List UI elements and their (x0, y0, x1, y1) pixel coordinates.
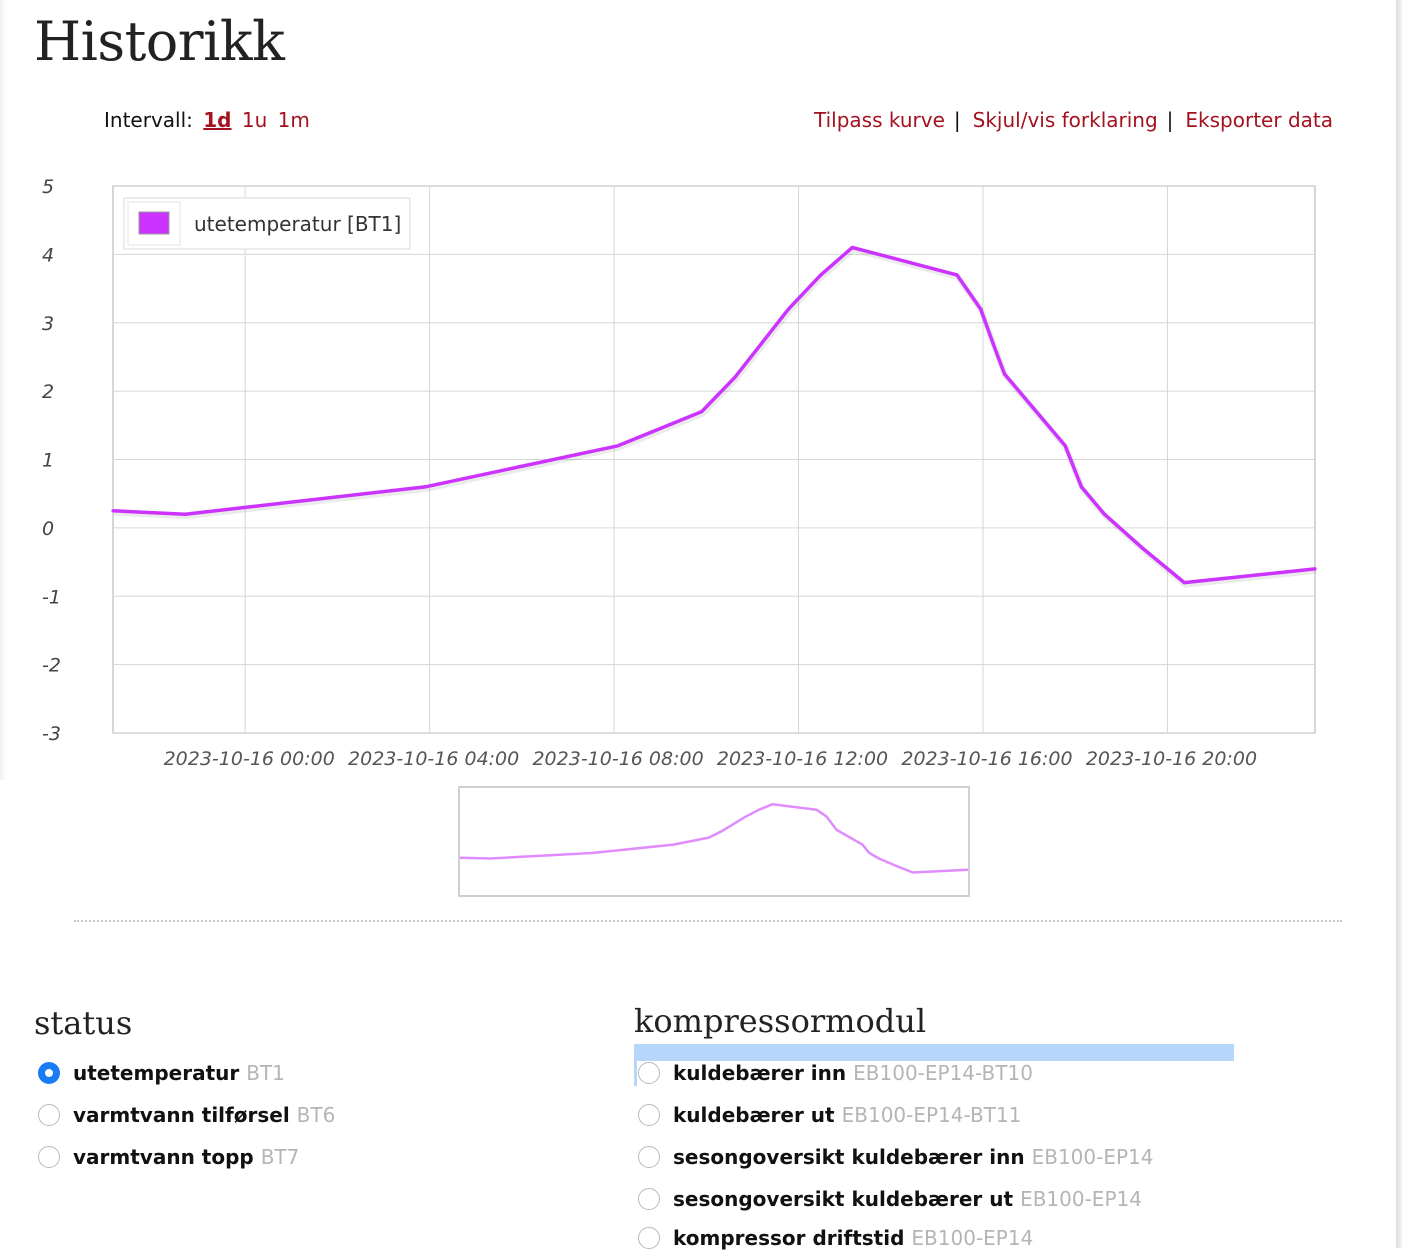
x-tick-label: 2023-10-16 16:00 (901, 748, 1072, 770)
data-point (1141, 546, 1145, 551)
navigator-series-line (459, 802, 969, 874)
kompressormodul-section-title: kompressormodul (634, 1002, 927, 1040)
data-point (1182, 581, 1186, 585)
x-tick-label: 2023-10-16 00:00 (164, 748, 335, 770)
option-label: utetemperatur (73, 1061, 240, 1085)
radio-button[interactable] (38, 1104, 60, 1126)
data-point (850, 245, 854, 250)
chart-grid (112, 185, 1316, 734)
option-code: EB100-EP14 (911, 1226, 1034, 1250)
data-point (1002, 372, 1007, 376)
navigator-frame (458, 786, 970, 897)
interval-label: Intervall: (104, 108, 193, 132)
data-point (111, 509, 115, 513)
y-tick-label: -3 (42, 723, 61, 745)
series-layer (111, 245, 1317, 588)
radio-button[interactable] (638, 1227, 660, 1249)
y-tick-label: 4 (42, 244, 54, 266)
y-tick-label: 1 (42, 450, 54, 472)
window-left-edge (0, 0, 6, 780)
option-code: BT7 (260, 1145, 300, 1169)
kompressor-option-season-in[interactable]: sesongoversikt kuldebærer inn EB100-EP14 (638, 1145, 1154, 1169)
chart-navigator[interactable] (458, 786, 970, 897)
radio-button[interactable] (638, 1146, 660, 1168)
option-code: EB100-EP14-BT10 (853, 1061, 1033, 1085)
radio-button[interactable] (638, 1104, 660, 1126)
separator: | (1166, 108, 1174, 132)
data-point (616, 444, 620, 448)
kompressor-option-bt10[interactable]: kuldebærer inn EB100-EP14-BT10 (638, 1061, 1033, 1085)
data-point (786, 307, 791, 311)
page-title: Historikk (34, 10, 285, 73)
text-selection-caret (634, 1060, 637, 1086)
data-point (700, 410, 704, 414)
option-code: EB100-EP14 (1031, 1145, 1154, 1169)
option-label: kuldebærer inn (673, 1061, 847, 1085)
chart-actions: Tilpass kurve | Skjul/vis forklaring | Ekspo… (814, 108, 1333, 132)
toggle-legend-link[interactable]: Skjul/vis forklaring (972, 108, 1158, 132)
status-option-bt1[interactable]: utetemperatur BT1 (38, 1061, 285, 1085)
y-axis: 5 4 3 2 1 0 -1 -2 -3 (42, 176, 61, 745)
data-point (979, 307, 983, 311)
option-label: kompressor driftstid (673, 1226, 905, 1250)
customize-curve-link[interactable]: Tilpass kurve (814, 108, 945, 132)
status-option-bt6[interactable]: varmtvann tilførsel BT6 (38, 1103, 335, 1127)
data-point (819, 273, 823, 277)
kompressor-option-season-out[interactable]: sesongoversikt kuldebærer ut EB100-EP14 (638, 1187, 1142, 1211)
kompressor-option-bt11[interactable]: kuldebærer ut EB100-EP14-BT11 (638, 1103, 1021, 1127)
x-tick-label: 2023-10-16 08:00 (532, 748, 703, 770)
data-point (733, 375, 737, 379)
data-point (423, 485, 427, 489)
interval-1d-link[interactable]: 1d (203, 108, 232, 132)
y-tick-label: 2 (42, 381, 54, 403)
x-tick-label: 2023-10-16 12:00 (717, 748, 888, 770)
interval-selector: Intervall: 1d 1u 1m (104, 108, 310, 132)
status-section-title: status (34, 1004, 133, 1042)
radio-button[interactable] (638, 1062, 660, 1084)
option-code: BT6 (296, 1103, 336, 1127)
option-label: kuldebærer ut (673, 1103, 835, 1127)
interval-1u-link[interactable]: 1u (241, 108, 268, 132)
x-tick-label: 2023-10-16 04:00 (348, 748, 519, 770)
option-code: EB100-EP14-BT11 (841, 1103, 1022, 1127)
y-tick-label: 3 (42, 313, 54, 335)
y-tick-label: -1 (42, 586, 61, 608)
data-point (991, 341, 995, 345)
x-axis: 2023-10-16 00:00 2023-10-16 04:00 2023-10-… (164, 748, 1257, 770)
separator: | (953, 108, 961, 132)
data-point (183, 512, 187, 516)
export-data-link[interactable]: Eksporter data (1185, 108, 1333, 132)
option-label: sesongoversikt kuldebærer inn (673, 1145, 1025, 1169)
y-tick-label: 5 (42, 176, 54, 198)
x-tick-label: 2023-10-16 20:00 (1086, 748, 1257, 770)
status-option-bt7[interactable]: varmtvann topp BT7 (38, 1145, 299, 1169)
option-label: sesongoversikt kuldebærer ut (673, 1187, 1014, 1211)
kompressor-option-runtime[interactable]: kompressor driftstid EB100-EP14 (638, 1226, 1033, 1250)
y-tick-label: -2 (42, 655, 61, 677)
legend-label: utetemperatur [BT1] (194, 212, 401, 236)
scrollbar-edge[interactable] (1396, 0, 1402, 1248)
y-tick-label: 0 (42, 518, 54, 540)
option-code: BT1 (246, 1061, 285, 1085)
data-point (955, 273, 959, 277)
radio-button[interactable] (38, 1146, 60, 1168)
option-label: varmtvann tilførsel (73, 1103, 290, 1127)
chart-legend[interactable]: utetemperatur [BT1] (123, 197, 411, 250)
interval-1m-link[interactable]: 1m (277, 108, 310, 132)
option-label: varmtvann topp (73, 1145, 254, 1169)
legend-swatch (138, 211, 170, 235)
text-selection-highlight (634, 1044, 1234, 1061)
radio-button[interactable] (638, 1188, 660, 1210)
radio-button-selected[interactable] (38, 1062, 60, 1084)
data-point (1313, 567, 1317, 571)
data-point (1079, 485, 1083, 489)
option-code: EB100-EP14 (1020, 1187, 1142, 1211)
section-divider (74, 920, 1342, 922)
data-point (1063, 444, 1067, 448)
data-point (1102, 512, 1106, 516)
